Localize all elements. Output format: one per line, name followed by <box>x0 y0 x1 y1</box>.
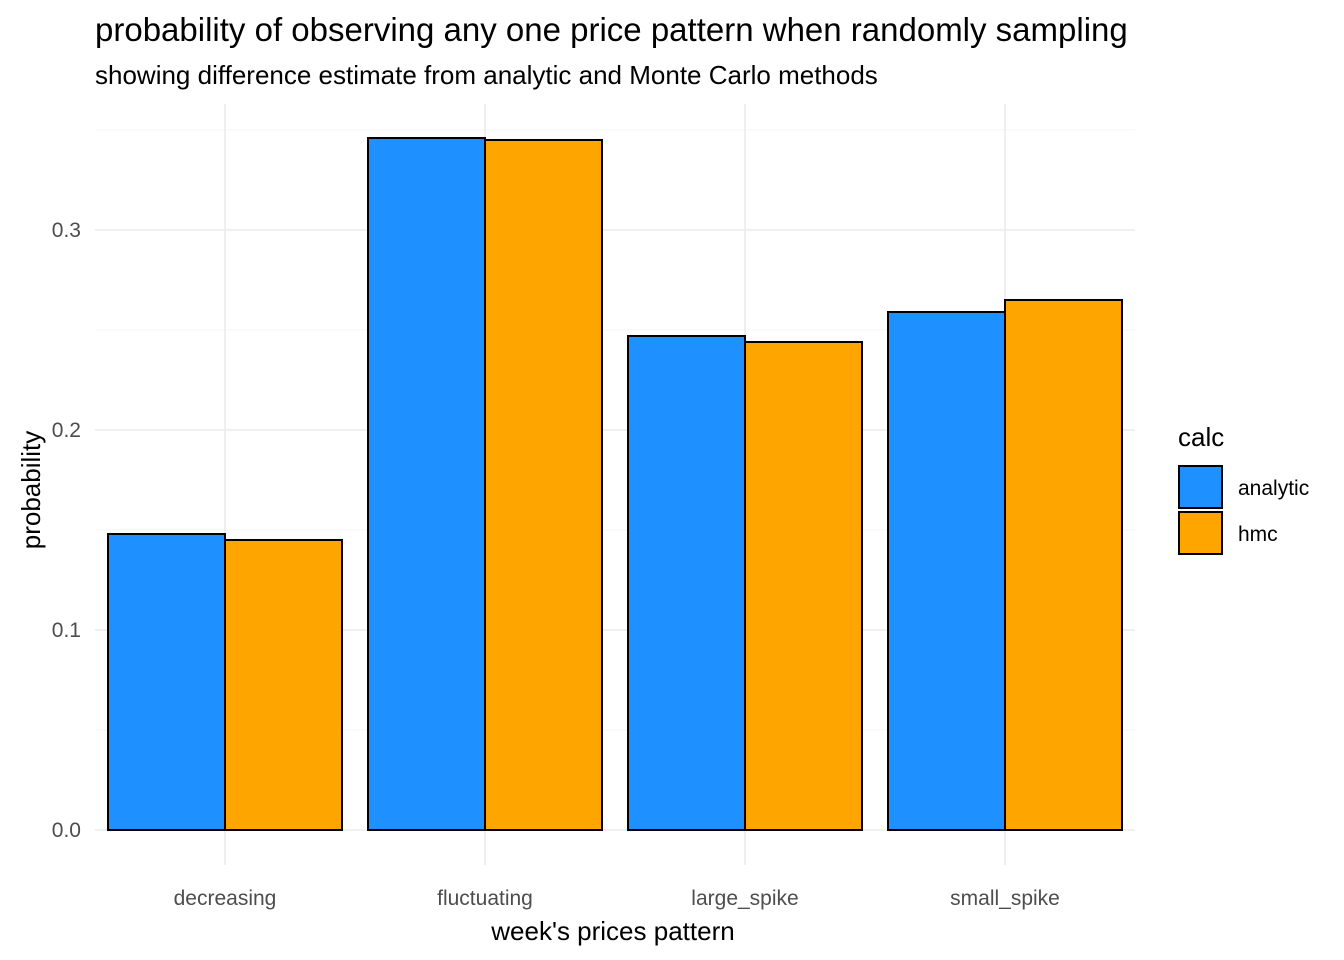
y-tick-label: 0.1 <box>52 619 81 642</box>
x-tick-label: small_spike <box>950 887 1060 910</box>
x-tick-label: fluctuating <box>437 887 533 910</box>
y-axis-ticks: 0.0 0.1 0.2 0.3 <box>52 219 81 842</box>
bar-large_spike-hmc <box>744 341 863 831</box>
legend-label-analytic: analytic <box>1238 477 1309 500</box>
x-axis-title: week's prices pattern <box>490 916 734 946</box>
bar-decreasing-analytic <box>107 533 226 831</box>
y-tick-label: 0.0 <box>52 819 81 842</box>
chart-title: probability of observing any one price p… <box>95 11 1128 48</box>
chart-subtitle: showing difference estimate from analyti… <box>95 60 878 90</box>
legend-key-analytic <box>1178 465 1223 509</box>
x-tick-label: large_spike <box>691 887 798 910</box>
bar-small_spike-analytic <box>887 311 1006 831</box>
bar-decreasing-hmc <box>224 539 343 831</box>
y-axis-title: probability <box>16 431 46 550</box>
legend-title: calc <box>1178 422 1224 452</box>
legend-label-hmc: hmc <box>1238 523 1278 546</box>
bar-fluctuating-hmc <box>484 139 603 831</box>
x-axis-ticks: decreasing fluctuating large_spike small_sp… <box>174 887 1060 910</box>
y-tick-label: 0.2 <box>52 419 81 442</box>
bar-fluctuating-analytic <box>367 137 486 831</box>
bars <box>107 137 1123 831</box>
bar-large_spike-analytic <box>627 335 746 831</box>
legend: calc analytic hmc <box>1178 422 1309 555</box>
bar-small_spike-hmc <box>1004 299 1123 831</box>
legend-key-hmc <box>1178 511 1223 555</box>
x-tick-label: decreasing <box>174 887 277 910</box>
y-tick-label: 0.3 <box>52 219 81 242</box>
